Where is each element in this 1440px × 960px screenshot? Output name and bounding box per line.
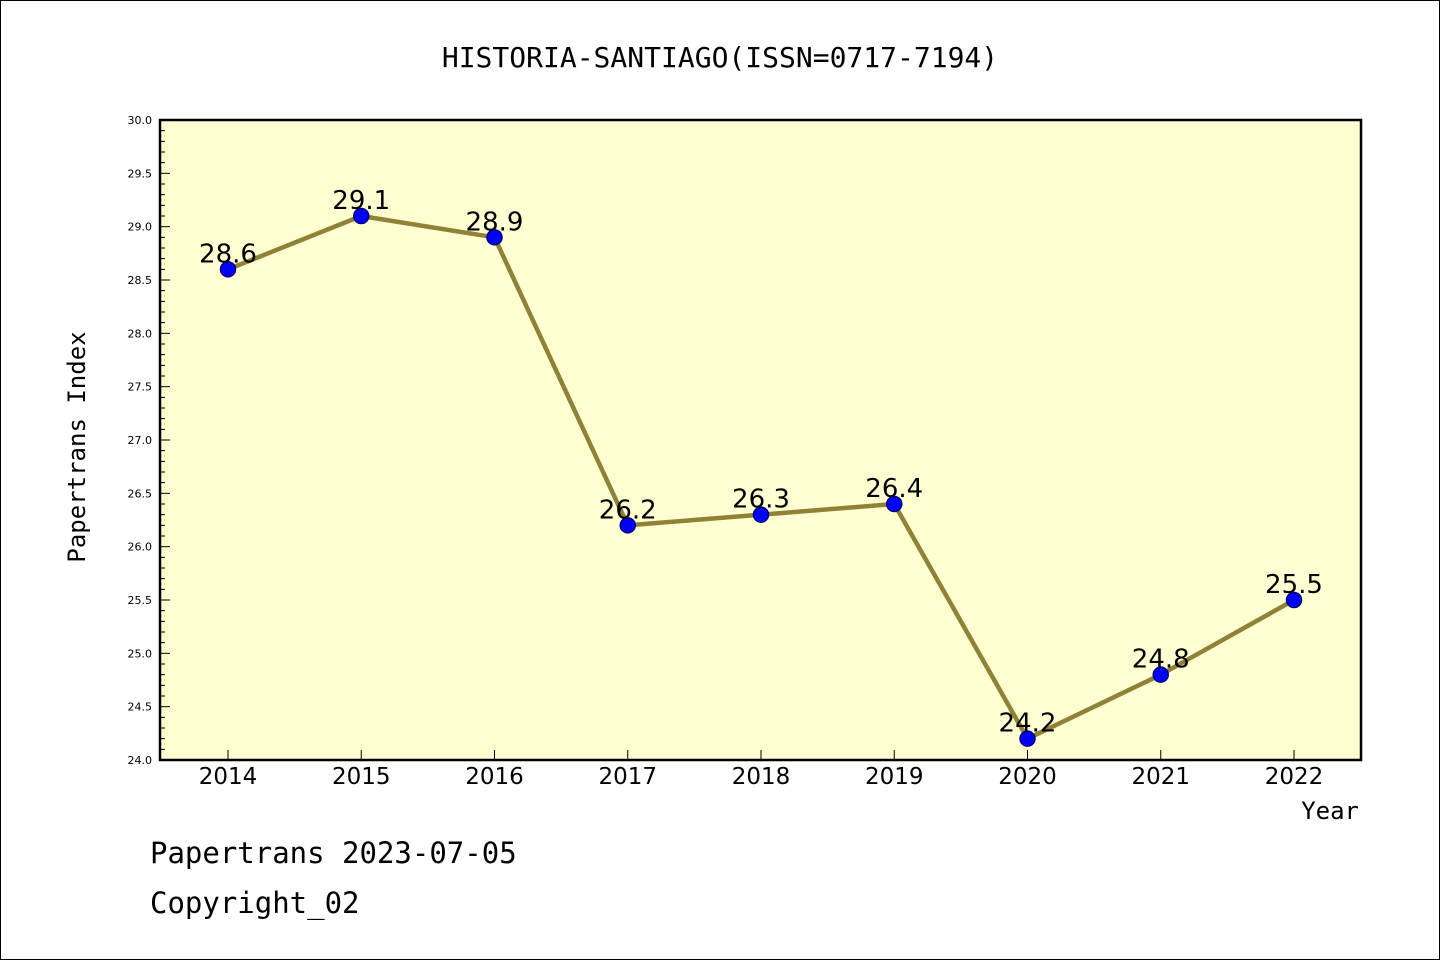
- y-tick-label: 26.5: [128, 487, 153, 500]
- data-label: 28.6: [199, 239, 257, 269]
- plot-area: [160, 120, 1361, 760]
- data-point: [752, 506, 770, 523]
- x-tick-label: 2017: [598, 764, 657, 790]
- data-point: [619, 517, 636, 534]
- series-line-segment: [758, 501, 897, 517]
- x-tick-label: 2019: [865, 764, 924, 790]
- y-tick-label: 27.0: [128, 434, 153, 447]
- y-tick-label: 25.5: [128, 594, 153, 607]
- x-tick-label: 2015: [332, 764, 391, 790]
- x-tick-label: 2016: [465, 764, 524, 790]
- data-point: [886, 495, 903, 513]
- footer-copyright: Copyright_02: [150, 886, 360, 921]
- data-point: [1019, 730, 1036, 747]
- data-point: [486, 229, 503, 246]
- series-line-segment: [359, 213, 497, 240]
- data-point: [219, 261, 237, 278]
- series-line-segment: [625, 512, 764, 528]
- series-line-segment: [492, 235, 630, 528]
- y-axis: 24.0 24.5 25.0 25.5 26.0 26.5 27.0 27.5 28.0 28.5…: [128, 114, 170, 767]
- data-label: 25.5: [1265, 570, 1323, 600]
- y-tick-label: 24.5: [128, 701, 153, 714]
- y-tick-label: 26.0: [128, 541, 153, 554]
- x-axis: 2014 2015 2016 2017 2018 2019 2020 2021 2022: [199, 750, 1324, 790]
- data-label: 26.2: [599, 495, 657, 525]
- data-label: 26.3: [732, 485, 790, 515]
- series-line-segment: [892, 501, 1030, 741]
- x-tick-label: 2014: [199, 764, 258, 790]
- x-tick-label: 2018: [732, 764, 791, 790]
- data-point: [1152, 666, 1169, 683]
- data-label: 29.1: [332, 186, 390, 216]
- x-tick-label: 2021: [1131, 764, 1190, 790]
- footer-date: Papertrans 2023-07-05: [150, 836, 517, 870]
- y-tick-label: 29.0: [128, 221, 153, 234]
- data-label: 24.2: [999, 709, 1057, 739]
- y-tick-label: 24.0: [128, 754, 153, 767]
- data-label: 24.8: [1132, 645, 1190, 675]
- y-tick-label: 27.5: [128, 381, 153, 394]
- x-tick-label: 2020: [998, 764, 1057, 790]
- series-line-segment: [1025, 672, 1163, 741]
- y-tick-label: 28.0: [128, 327, 153, 340]
- data-point: [1285, 591, 1303, 609]
- data-label: 28.9: [466, 207, 524, 237]
- series-line-segment: [225, 213, 364, 272]
- data-label: 26.4: [865, 474, 923, 504]
- x-tick-label: 2022: [1265, 764, 1324, 790]
- series-line-segment: [1158, 597, 1297, 677]
- y-tick-label: 28.5: [128, 274, 153, 287]
- chart-title: HISTORIA-SANTIAGO(ISSN=0717-7194): [442, 41, 998, 74]
- y-tick-label: 29.5: [128, 167, 153, 180]
- plot-border: [158, 118, 1363, 762]
- data-point: [353, 207, 370, 225]
- series-group: 28.6 29.1 28.9 26.2 26.3 26.4 24.2 24.8 25.5: [199, 186, 1323, 747]
- y-axis-label: Papertrans Index: [63, 331, 91, 562]
- y-tick-label: 30.0: [128, 114, 153, 127]
- y-tick-label: 25.0: [128, 647, 153, 660]
- x-axis-label: Year: [1301, 797, 1359, 825]
